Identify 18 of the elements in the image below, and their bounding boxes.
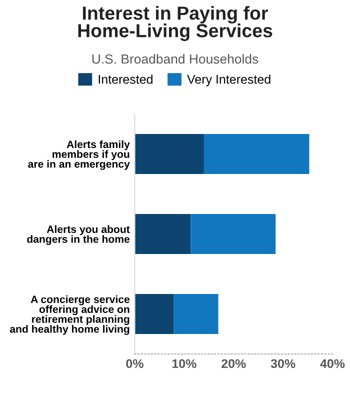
bar [134,134,204,174]
x-tick-label: 40% [320,359,345,368]
legend-label: Interested [98,74,152,84]
x-tick-label: 30% [270,359,296,368]
bar [190,214,276,254]
y-tick-label: Alerts family members if you are in an emergency [28,140,130,170]
y-tick-label: A concierge service offering advice on retirement planning and healthy home living [10,295,130,335]
bar [134,294,174,334]
legend-label: Very Interested [187,74,270,86]
x-tick-label: 20% [222,359,246,368]
bar [174,294,218,334]
y-tick-label: Alerts you about dangers in the home [27,225,130,245]
x-tick-label: 0% [126,359,144,368]
bar [134,214,191,254]
chart-subtitle: U.S. Broadband Households [92,54,258,64]
bar [204,134,310,174]
chart-title: Interest in Paying for Home-Living Services [78,6,272,42]
x-tick-label: 10% [172,359,196,368]
